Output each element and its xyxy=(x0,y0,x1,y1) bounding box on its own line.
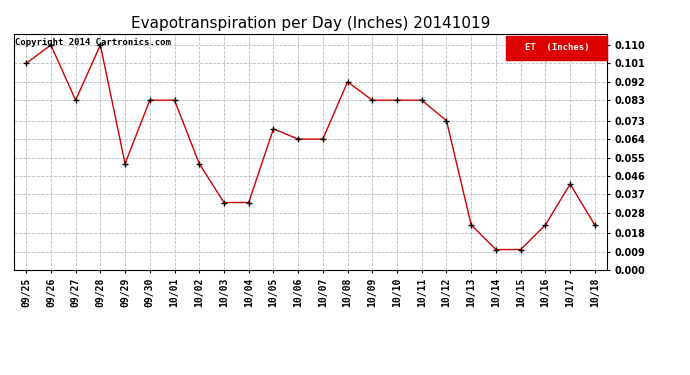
Bar xyxy=(506,36,607,60)
Text: ET  (Inches): ET (Inches) xyxy=(524,44,589,52)
Title: Evapotranspiration per Day (Inches) 20141019: Evapotranspiration per Day (Inches) 2014… xyxy=(131,16,490,31)
Text: Copyright 2014 Cartronics.com: Copyright 2014 Cartronics.com xyxy=(15,39,171,48)
